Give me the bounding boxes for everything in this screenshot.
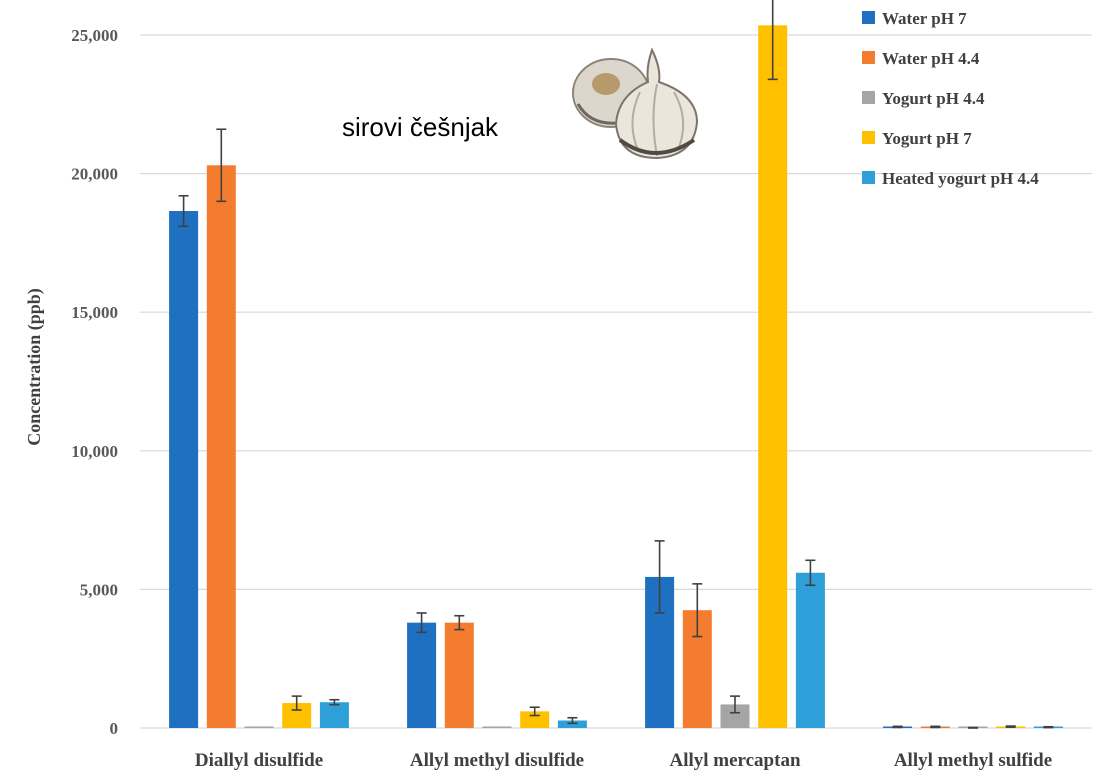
legend-swatch [862,91,875,104]
y-tick-label: 0 [110,719,119,738]
error-bar [416,612,427,634]
bar [444,622,474,728]
legend-swatch [862,11,875,24]
legend: Water pH 7 Water pH 4.4 Yogurt pH 4.4 Yogur… [862,9,1039,188]
legend-item: Water pH 4.4 [862,49,980,68]
error-bar [178,194,189,228]
error-bar [767,0,778,81]
legend-item: Yogurt pH 7 [862,129,972,148]
error-bar [692,583,703,638]
annotation-label: sirovi češnjak [342,112,499,142]
error-bar [454,614,465,631]
garlic-icon [572,47,699,160]
error-bar [892,725,903,729]
error-bar [1005,725,1016,728]
bar [557,720,587,728]
legend-swatch [862,171,875,184]
bar [407,622,437,728]
legend-label: Yogurt pH 4.4 [882,89,985,108]
y-axis-label: Concentration (ppb) [24,288,45,446]
bar [758,25,788,729]
error-bar [968,726,978,729]
legend-item: Heated yogurt pH 4.4 [862,169,1039,188]
legend-swatch [862,131,875,144]
bar [244,726,274,728]
bar [169,211,199,729]
legend-label: Water pH 4.4 [882,49,980,68]
error-bar [1043,725,1054,729]
error-bar [730,695,740,714]
bar [720,704,750,728]
legend-label: Heated yogurt pH 4.4 [882,169,1039,188]
legend-swatch [862,51,875,64]
error-bars [178,0,1054,729]
category-label: Allyl methyl sulfide [894,750,1052,771]
y-tick-label: 25,000 [71,26,118,45]
category-labels: Diallyl disulfide Allyl methyl disulfide A… [195,750,1052,771]
bar [206,165,236,728]
legend-label: Yogurt pH 7 [882,129,972,148]
error-bar [567,716,578,725]
y-tick-label: 20,000 [71,165,118,184]
bar [482,726,512,728]
error-bar [805,559,816,587]
category-label: Allyl mercaptan [669,750,800,771]
y-tick-labels: 0 5,000 10,000 15,000 20,000 25,000 [71,26,118,738]
bar [520,711,550,728]
error-bar [291,695,302,711]
error-bar [216,128,227,203]
bar [319,702,349,728]
error-bar [529,706,540,717]
y-tick-label: 15,000 [71,303,118,322]
legend-item: Water pH 7 [862,9,967,28]
category-label: Allyl methyl disulfide [410,750,584,771]
category-label: Diallyl disulfide [195,750,323,771]
legend-label: Water pH 7 [882,9,967,28]
error-bar [930,725,941,729]
y-tick-label: 5,000 [80,580,118,599]
bar [795,572,825,728]
y-tick-label: 10,000 [71,442,118,461]
bars [169,25,1063,729]
legend-item: Yogurt pH 4.4 [862,89,985,108]
error-bar [654,540,665,614]
error-bar [329,698,340,706]
